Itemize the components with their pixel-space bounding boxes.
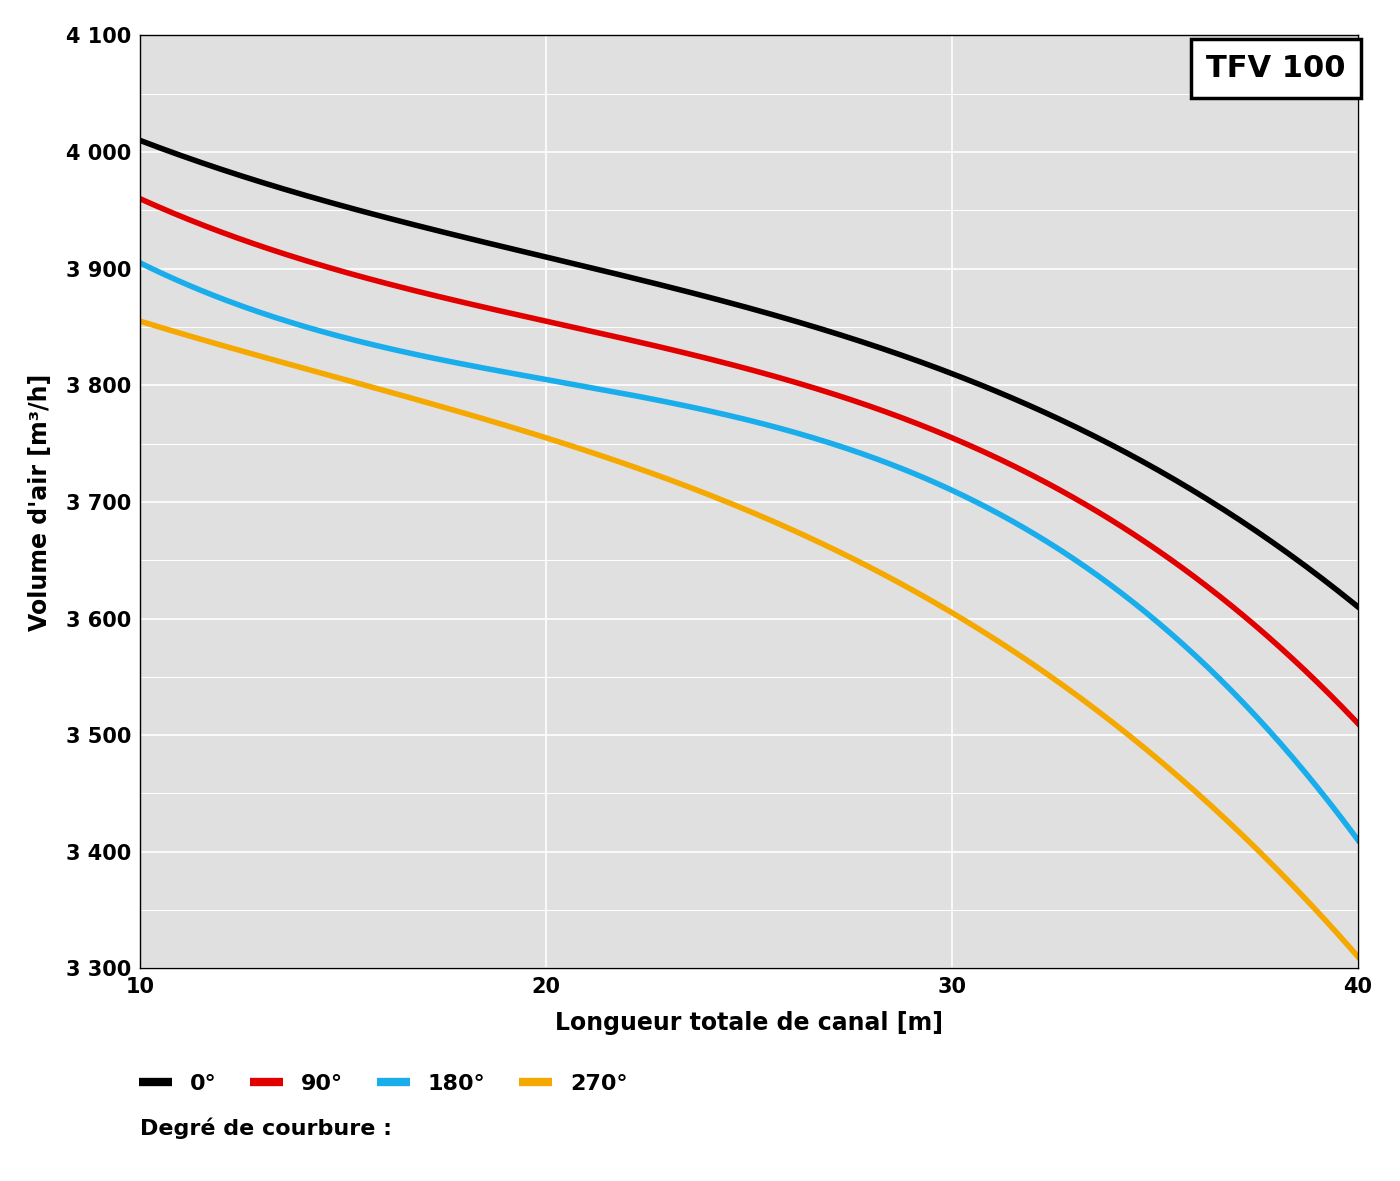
Text: TFV 100: TFV 100	[1207, 54, 1345, 83]
Legend: 0°, 90°, 180°, 270°: 0°, 90°, 180°, 270°	[139, 1072, 627, 1095]
Y-axis label: Volume d'air [m³/h]: Volume d'air [m³/h]	[28, 373, 52, 631]
X-axis label: Longueur totale de canal [m]: Longueur totale de canal [m]	[554, 1011, 944, 1035]
Text: Degré de courbure :: Degré de courbure :	[140, 1117, 392, 1138]
